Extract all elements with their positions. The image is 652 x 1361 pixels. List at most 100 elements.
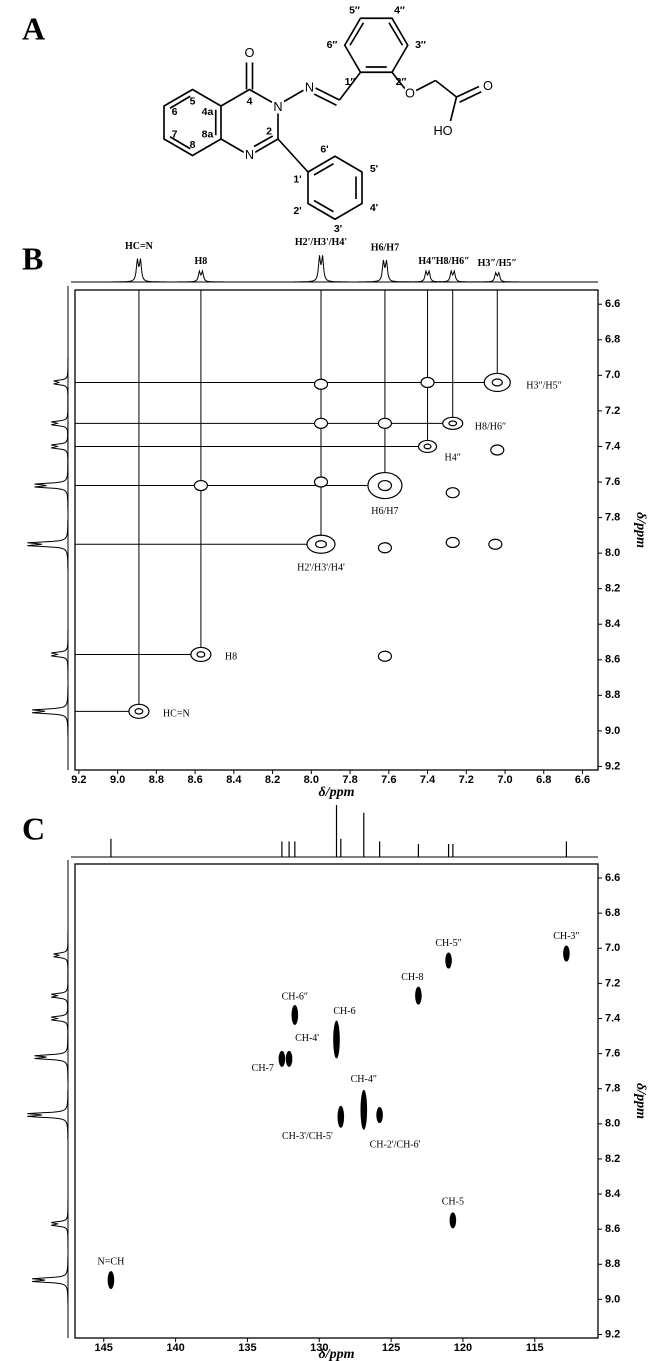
plot-frame [74, 863, 599, 1339]
cross-peak [488, 538, 503, 550]
peak-label: CH-6 [333, 1006, 355, 1017]
hsqc-peak [415, 986, 422, 1005]
y-tick-label: 8.0 [605, 1118, 620, 1130]
diagonal-peak [483, 372, 511, 393]
atom-number: 5 [190, 95, 196, 107]
atom-label: O [405, 85, 415, 100]
projection-peak [470, 271, 525, 283]
diagonal-peak-core [491, 378, 503, 387]
diagonal-peak-core [315, 540, 327, 549]
hsqc-peak [291, 1004, 299, 1025]
signal-label: H4″ [418, 256, 436, 267]
peak-label: CH-6″ [282, 991, 308, 1002]
diagonal-peak-core [134, 708, 144, 715]
x-tick-label: 7.6 [381, 774, 396, 786]
cross-peak [313, 417, 329, 429]
atom-number: 4a [202, 106, 214, 118]
x-tick-label: 8.2 [265, 774, 280, 786]
diagonal-peak [417, 439, 438, 454]
atom-number: 5' [370, 163, 378, 175]
atom-number: 1″ [345, 76, 356, 88]
atom-number: 4 [247, 95, 253, 107]
atom-label: N [273, 99, 282, 114]
y-tick-label: 6.6 [605, 298, 620, 310]
projection-peak [34, 1032, 69, 1082]
peak-label: CH-4″ [351, 1074, 377, 1085]
cross-peak [445, 487, 460, 499]
projection-peak [425, 269, 480, 283]
y-tick-label: 8.2 [605, 583, 620, 595]
atom-number: 8 [190, 139, 196, 151]
signal-label: H2'/H3'/H4' [295, 237, 347, 248]
structure: O N N N O O HO 5 4a 4 6 7 8 8a 2 1' 6' 5… [163, 5, 495, 235]
y-tick-label: 9.2 [605, 1328, 620, 1340]
atom-number: 6″ [327, 39, 338, 51]
atom-number: 3″ [415, 39, 426, 51]
y-tick-label: 7.2 [605, 977, 620, 989]
x-axis-title: δ/ppm [319, 785, 355, 800]
y-tick-label: 8.8 [605, 689, 620, 701]
cross-peak [377, 542, 393, 554]
projection-peak [34, 460, 69, 511]
cross-peak [313, 378, 329, 390]
atom-number: 4″ [394, 5, 405, 17]
peak-label: HC=N [163, 709, 190, 720]
signal-label: HC=N [125, 241, 154, 252]
atom-number: 2' [293, 205, 301, 217]
hsqc-peak [376, 1107, 383, 1124]
atom-label: N [245, 147, 254, 162]
hsqc-peak [337, 1105, 345, 1128]
peak-label: H8 [225, 652, 237, 663]
projection-peak [51, 1199, 69, 1249]
projection-peak [53, 930, 69, 980]
atom-label: HO [433, 123, 452, 138]
atom-number: 3' [334, 223, 342, 235]
peak-label: CH-5″ [435, 938, 461, 949]
signal-label: H6/H7 [371, 243, 399, 254]
hsqc-peak [333, 1020, 340, 1059]
peak-label: CH-5 [442, 1197, 464, 1208]
peak-label: CH-7 [252, 1063, 274, 1074]
y-tick-label: 7.6 [605, 1048, 620, 1060]
x-tick-label: 7.0 [497, 774, 512, 786]
projection-peak [32, 1255, 69, 1305]
diagonal-peak-core [377, 479, 393, 492]
cross-peak [313, 476, 329, 488]
x-tick-label: 145 [95, 1342, 113, 1354]
hsqc-peak [278, 1050, 286, 1067]
projection-peak [51, 993, 69, 1044]
signal-label: H8/H6″ [436, 256, 470, 267]
signal-label: H3″/H5″ [478, 258, 517, 269]
cross-peak [420, 376, 435, 389]
x-tick-label: 7.2 [459, 774, 474, 786]
diagonal-peak [442, 416, 464, 430]
panel-letter: C [22, 810, 45, 846]
hsqc-peak [449, 1212, 457, 1229]
peak-label: H8/H6″ [475, 422, 506, 433]
hsqc-peak [445, 952, 452, 969]
hsqc-peak [285, 1050, 293, 1067]
x-tick-label: 140 [166, 1342, 184, 1354]
y-tick-label: 8.6 [605, 1223, 620, 1235]
y-tick-label: 8.2 [605, 1153, 620, 1165]
atom-number: 8a [202, 128, 214, 140]
cross-peak [377, 417, 393, 429]
y-tick-label: 7.4 [605, 440, 621, 452]
atom-number: 5″ [349, 5, 360, 17]
atom-number: 1' [293, 173, 301, 185]
projection-peak [53, 357, 69, 408]
diagonal-peak [306, 534, 336, 554]
y-tick-label: 7.0 [605, 369, 620, 381]
y-tick-label: 8.4 [605, 618, 621, 630]
diagonal-peak-core [423, 443, 432, 450]
hsqc-peak [107, 1271, 115, 1290]
projection-peak [357, 259, 412, 283]
atom-number: 2 [266, 125, 272, 137]
y-tick-label: 9.0 [605, 1293, 620, 1305]
atom-number: 4' [370, 202, 378, 214]
y-tick-label: 8.6 [605, 654, 620, 666]
y-tick-label: 7.0 [605, 942, 620, 954]
x-tick-label: 7.4 [420, 774, 436, 786]
atom-label: O [483, 78, 493, 93]
